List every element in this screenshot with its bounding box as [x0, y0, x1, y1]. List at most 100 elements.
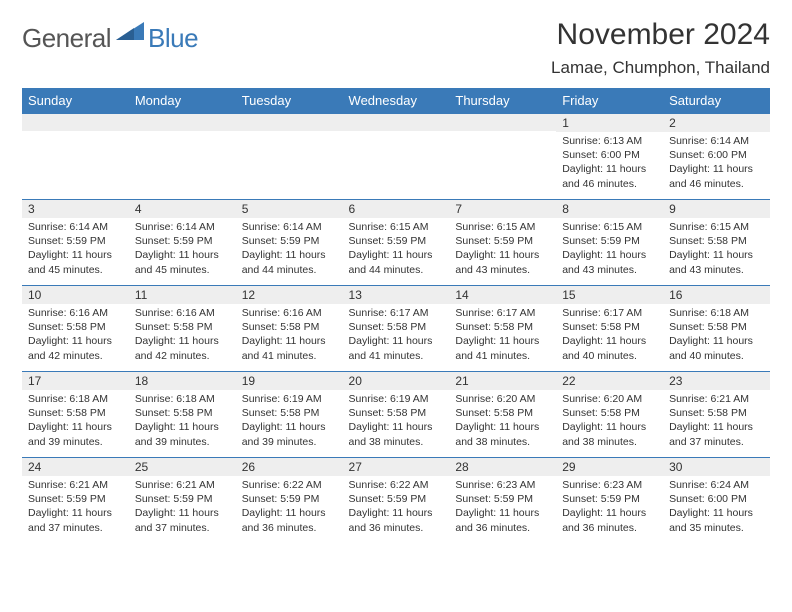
day-daylight: Daylight: 11 hours and 39 minutes. — [135, 420, 230, 448]
day-body: Sunrise: 6:23 AMSunset: 5:59 PMDaylight:… — [449, 476, 556, 539]
day-sunset: Sunset: 5:58 PM — [562, 320, 657, 334]
day-sunrise: Sunrise: 6:21 AM — [135, 478, 230, 492]
day-daylight: Daylight: 11 hours and 39 minutes. — [28, 420, 123, 448]
day-number: 13 — [343, 286, 450, 304]
calendar-cell: 6Sunrise: 6:15 AMSunset: 5:59 PMDaylight… — [343, 200, 450, 286]
day-sunset: Sunset: 5:58 PM — [669, 320, 764, 334]
day-daylight: Daylight: 11 hours and 39 minutes. — [242, 420, 337, 448]
day-number: 23 — [663, 372, 770, 390]
day-number: 15 — [556, 286, 663, 304]
logo-text-blue: Blue — [148, 23, 198, 54]
calendar-cell: 12Sunrise: 6:16 AMSunset: 5:58 PMDayligh… — [236, 286, 343, 372]
calendar-cell: 19Sunrise: 6:19 AMSunset: 5:58 PMDayligh… — [236, 372, 343, 458]
day-number: 7 — [449, 200, 556, 218]
day-sunset: Sunset: 5:59 PM — [455, 234, 550, 248]
day-number-empty — [236, 114, 343, 131]
day-number-empty — [129, 114, 236, 131]
day-sunrise: Sunrise: 6:21 AM — [28, 478, 123, 492]
day-sunrise: Sunrise: 6:20 AM — [455, 392, 550, 406]
day-number-empty — [343, 114, 450, 131]
calendar-cell: 7Sunrise: 6:15 AMSunset: 5:59 PMDaylight… — [449, 200, 556, 286]
day-sunrise: Sunrise: 6:15 AM — [669, 220, 764, 234]
day-number: 25 — [129, 458, 236, 476]
day-body: Sunrise: 6:16 AMSunset: 5:58 PMDaylight:… — [22, 304, 129, 367]
weekday-row: SundayMondayTuesdayWednesdayThursdayFrid… — [22, 88, 770, 114]
calendar-cell: 28Sunrise: 6:23 AMSunset: 5:59 PMDayligh… — [449, 458, 556, 544]
day-body: Sunrise: 6:16 AMSunset: 5:58 PMDaylight:… — [129, 304, 236, 367]
day-sunrise: Sunrise: 6:23 AM — [562, 478, 657, 492]
calendar-cell: 11Sunrise: 6:16 AMSunset: 5:58 PMDayligh… — [129, 286, 236, 372]
day-sunrise: Sunrise: 6:16 AM — [28, 306, 123, 320]
day-sunset: Sunset: 6:00 PM — [669, 148, 764, 162]
day-sunrise: Sunrise: 6:13 AM — [562, 134, 657, 148]
day-sunrise: Sunrise: 6:15 AM — [349, 220, 444, 234]
day-daylight: Daylight: 11 hours and 42 minutes. — [28, 334, 123, 362]
day-sunrise: Sunrise: 6:16 AM — [242, 306, 337, 320]
day-daylight: Daylight: 11 hours and 46 minutes. — [669, 162, 764, 190]
day-body: Sunrise: 6:14 AMSunset: 5:59 PMDaylight:… — [22, 218, 129, 281]
day-sunset: Sunset: 6:00 PM — [669, 492, 764, 506]
location: Lamae, Chumphon, Thailand — [551, 58, 770, 78]
day-sunrise: Sunrise: 6:19 AM — [242, 392, 337, 406]
calendar-week: 24Sunrise: 6:21 AMSunset: 5:59 PMDayligh… — [22, 458, 770, 544]
day-daylight: Daylight: 11 hours and 40 minutes. — [562, 334, 657, 362]
day-daylight: Daylight: 11 hours and 45 minutes. — [135, 248, 230, 276]
day-number: 26 — [236, 458, 343, 476]
day-number: 14 — [449, 286, 556, 304]
day-number: 6 — [343, 200, 450, 218]
calendar-cell: 16Sunrise: 6:18 AMSunset: 5:58 PMDayligh… — [663, 286, 770, 372]
day-sunset: Sunset: 5:59 PM — [562, 492, 657, 506]
day-body: Sunrise: 6:16 AMSunset: 5:58 PMDaylight:… — [236, 304, 343, 367]
day-sunset: Sunset: 5:59 PM — [28, 492, 123, 506]
day-body: Sunrise: 6:14 AMSunset: 5:59 PMDaylight:… — [236, 218, 343, 281]
weekday-header: Wednesday — [343, 88, 450, 114]
day-number: 21 — [449, 372, 556, 390]
day-number: 11 — [129, 286, 236, 304]
day-number: 29 — [556, 458, 663, 476]
day-body-empty — [449, 131, 556, 191]
day-sunset: Sunset: 5:59 PM — [28, 234, 123, 248]
day-sunset: Sunset: 5:58 PM — [562, 406, 657, 420]
day-body-empty — [22, 131, 129, 191]
header: General Blue November 2024 Lamae, Chumph… — [22, 18, 770, 78]
day-number: 22 — [556, 372, 663, 390]
day-sunrise: Sunrise: 6:14 AM — [135, 220, 230, 234]
day-daylight: Daylight: 11 hours and 36 minutes. — [242, 506, 337, 534]
day-sunset: Sunset: 5:59 PM — [349, 492, 444, 506]
day-sunset: Sunset: 5:59 PM — [562, 234, 657, 248]
calendar-table: SundayMondayTuesdayWednesdayThursdayFrid… — [22, 88, 770, 544]
calendar-cell: 13Sunrise: 6:17 AMSunset: 5:58 PMDayligh… — [343, 286, 450, 372]
weekday-header: Thursday — [449, 88, 556, 114]
day-sunrise: Sunrise: 6:18 AM — [669, 306, 764, 320]
calendar-cell: 3Sunrise: 6:14 AMSunset: 5:59 PMDaylight… — [22, 200, 129, 286]
day-body: Sunrise: 6:14 AMSunset: 5:59 PMDaylight:… — [129, 218, 236, 281]
day-sunset: Sunset: 5:58 PM — [28, 320, 123, 334]
calendar-cell: 15 Sunrise: 6:17 AMSunset: 5:58 PMDayligh… — [556, 286, 663, 372]
day-number: 10 — [22, 286, 129, 304]
day-sunrise: Sunrise: 6:21 AM — [669, 392, 764, 406]
day-sunrise: Sunrise: 6:19 AM — [349, 392, 444, 406]
month-title: November 2024 — [551, 18, 770, 52]
calendar-cell: 21Sunrise: 6:20 AMSunset: 5:58 PMDayligh… — [449, 372, 556, 458]
calendar-cell: 25Sunrise: 6:21 AMSunset: 5:59 PMDayligh… — [129, 458, 236, 544]
day-daylight: Daylight: 11 hours and 43 minutes. — [455, 248, 550, 276]
calendar-cell: 27Sunrise: 6:22 AMSunset: 5:59 PMDayligh… — [343, 458, 450, 544]
day-sunset: Sunset: 5:59 PM — [349, 234, 444, 248]
day-sunset: Sunset: 5:58 PM — [455, 320, 550, 334]
day-sunrise: Sunrise: 6:14 AM — [28, 220, 123, 234]
day-body: Sunrise: 6:17 AMSunset: 5:58 PMDaylight:… — [343, 304, 450, 367]
day-number: 24 — [22, 458, 129, 476]
calendar-cell: 26Sunrise: 6:22 AMSunset: 5:59 PMDayligh… — [236, 458, 343, 544]
day-number: 28 — [449, 458, 556, 476]
day-daylight: Daylight: 11 hours and 36 minutes. — [562, 506, 657, 534]
day-body: Sunrise: 6:18 AMSunset: 5:58 PMDaylight:… — [22, 390, 129, 453]
weekday-header: Tuesday — [236, 88, 343, 114]
day-sunset: Sunset: 6:00 PM — [562, 148, 657, 162]
calendar-week: 10Sunrise: 6:16 AMSunset: 5:58 PMDayligh… — [22, 286, 770, 372]
day-sunset: Sunset: 5:59 PM — [455, 492, 550, 506]
logo-text-general: General — [22, 23, 111, 54]
weekday-header: Monday — [129, 88, 236, 114]
day-sunset: Sunset: 5:59 PM — [242, 492, 337, 506]
day-sunrise: Sunrise: 6:17 AM — [562, 306, 657, 320]
calendar-cell: 5Sunrise: 6:14 AMSunset: 5:59 PMDaylight… — [236, 200, 343, 286]
